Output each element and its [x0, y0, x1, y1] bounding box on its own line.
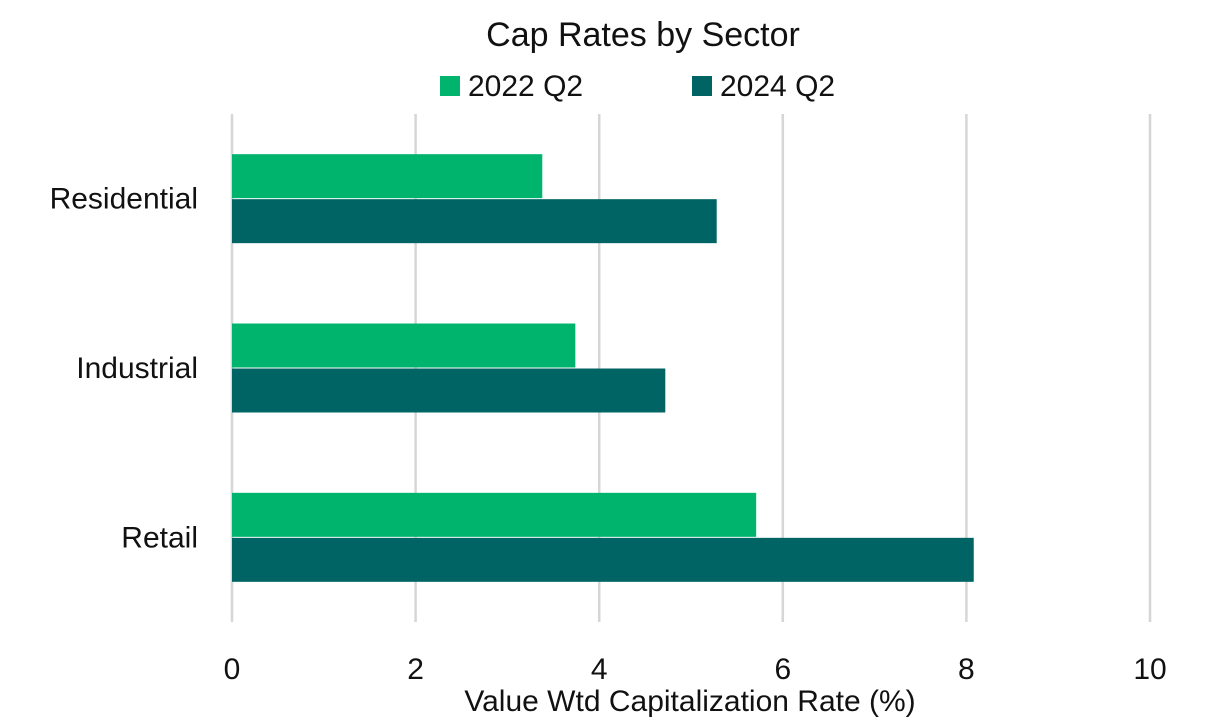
- x-tick-labels: 0 2 4 6 8 10: [224, 653, 1167, 686]
- category-labels: Residential Industrial Retail: [50, 183, 198, 555]
- bar-residential-2022-q2: [232, 154, 543, 199]
- x-tick-label: 4: [591, 653, 608, 686]
- bar-industrial-2024-q2: [232, 368, 666, 413]
- legend-label: 2022 Q2: [468, 70, 583, 103]
- category-label: Industrial: [76, 352, 198, 385]
- x-tick-label: 10: [1133, 653, 1166, 686]
- x-tick-label: 0: [224, 653, 241, 686]
- x-tick-label: 6: [774, 653, 791, 686]
- x-tick-label: 2: [407, 653, 424, 686]
- chart-title: Cap Rates by Sector: [486, 16, 800, 54]
- bars: [232, 154, 974, 582]
- bar-retail-2022-q2: [232, 492, 757, 537]
- legend-label: 2024 Q2: [720, 70, 835, 103]
- grid-lines: [230, 114, 1152, 622]
- legend-swatch: [692, 76, 712, 96]
- category-label: Residential: [50, 183, 198, 216]
- x-tick-label: 8: [958, 653, 975, 686]
- bar-retail-2024-q2: [232, 537, 974, 582]
- legend: 2022 Q2 2024 Q2: [440, 70, 835, 103]
- x-axis-title: Value Wtd Capitalization Rate (%): [464, 685, 915, 718]
- bar-residential-2024-q2: [232, 199, 717, 244]
- legend-swatch: [440, 76, 460, 96]
- category-label: Retail: [121, 521, 198, 554]
- bar-industrial-2022-q2: [232, 323, 576, 368]
